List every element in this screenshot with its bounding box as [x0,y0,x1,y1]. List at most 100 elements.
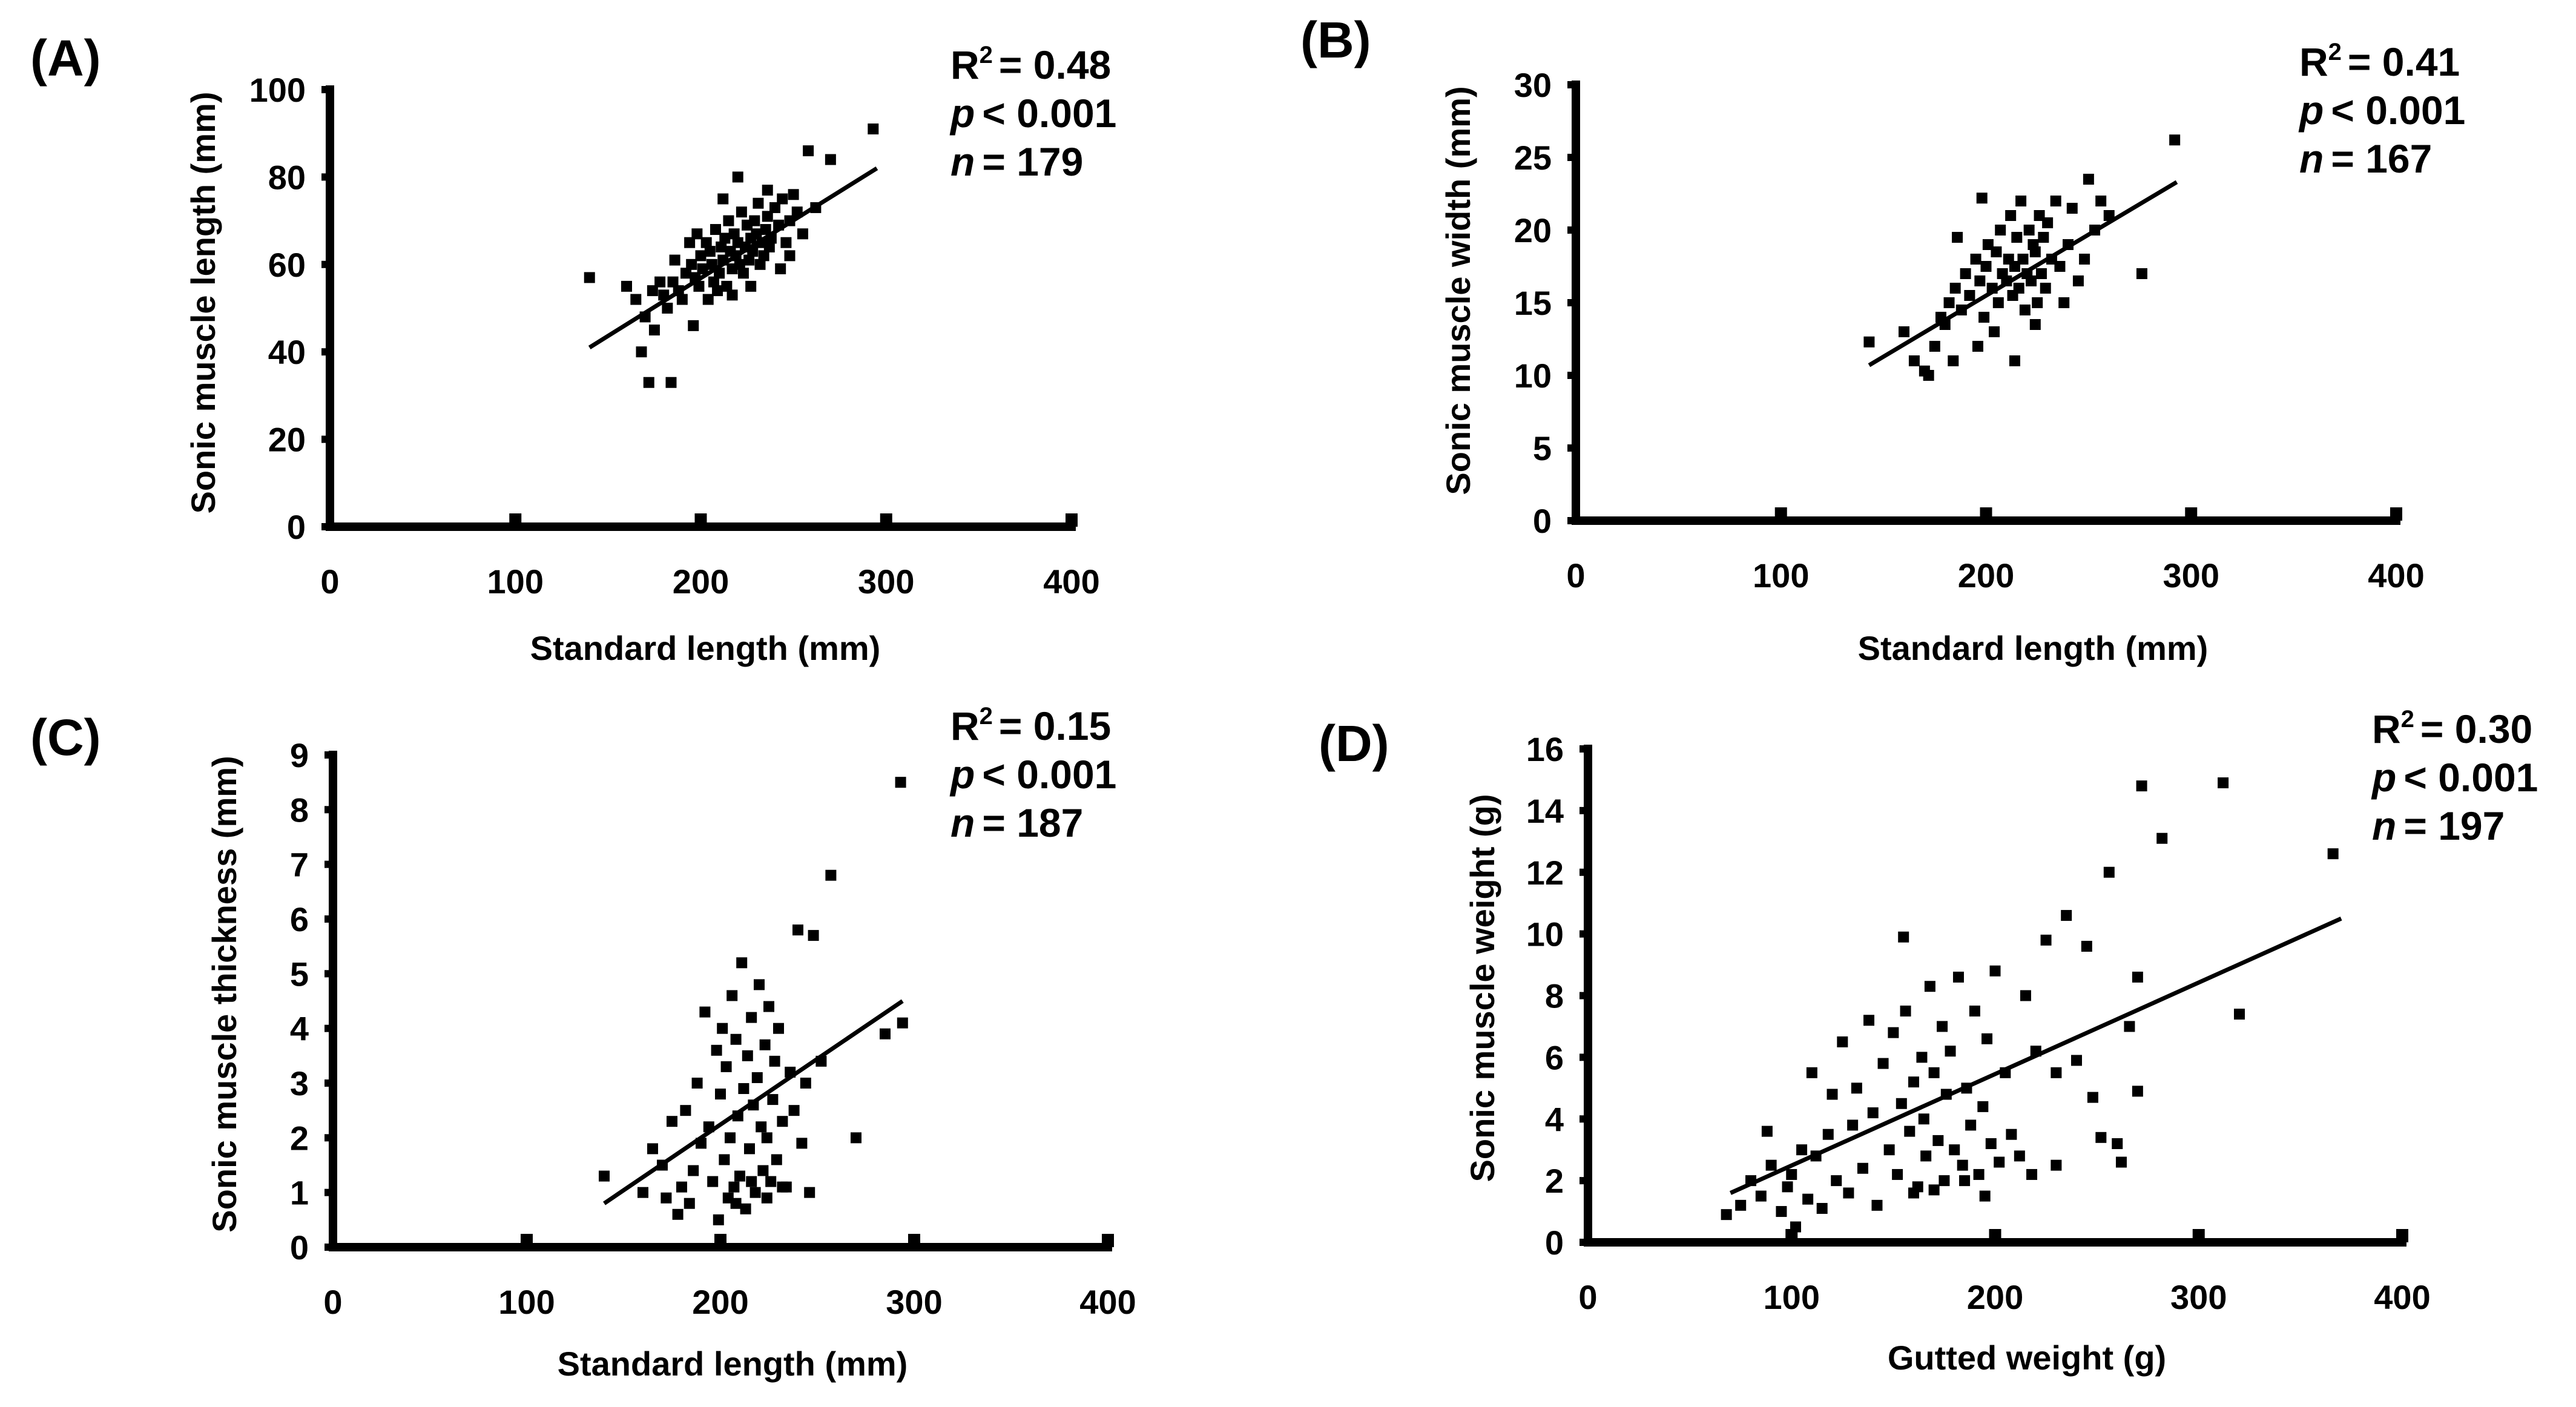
data-point [1960,268,1971,279]
p-symbol: p [949,752,975,797]
data-point [797,228,808,240]
p-value-text: p < 0.001 [2298,88,2465,133]
data-point [737,268,749,279]
data-point [777,1116,788,1127]
data-point [1994,1156,2005,1168]
data-point [1883,1144,1895,1156]
data-point [759,1039,771,1050]
x-tick-label: 200 [673,562,729,601]
data-point [2103,866,2115,878]
x-axis-label: Gutted weight (g) [1888,1339,2166,1377]
x-axis-label: Standard length (mm) [558,1345,908,1383]
data-point [1972,341,1983,352]
data-point [1765,1159,1777,1171]
x-tick-label: 200 [692,1283,748,1321]
data-point [749,215,760,226]
data-point [2083,174,2094,185]
x-tick-label: 0 [323,1283,342,1321]
data-point [788,189,799,200]
data-point [647,285,658,297]
data-point [699,1006,711,1018]
data-point [1857,1162,1868,1174]
x-tick-label: 100 [498,1283,555,1321]
x-tick-mark [1102,1234,1114,1247]
data-point [704,246,716,257]
data-point [749,1187,761,1198]
data-point [1761,1125,1773,1137]
y-tick-label: 6 [1545,1038,1564,1076]
data-point [1877,1058,1889,1069]
data-point [2042,217,2054,228]
data-point [1863,1015,1875,1026]
data-point [693,280,705,292]
data-point [2136,780,2147,792]
data-point [1904,1125,1916,1137]
y-tick-label: 7 [290,846,309,884]
data-point [1932,1135,1944,1146]
data-point [763,1001,774,1012]
y-tick-label: 10 [1526,915,1564,954]
data-point [1871,1199,1883,1211]
data-point [2132,1086,2143,1097]
data-point [584,272,595,283]
data-point [2071,1055,2082,1066]
data-point [1867,1107,1879,1119]
data-point [2327,848,2339,860]
r-squared-value: = 0.41 [2348,39,2460,84]
regression-line [588,166,878,349]
data-point [621,280,632,292]
data-point [691,1078,703,1089]
data-point [777,1181,788,1193]
x-tick-mark [509,513,522,527]
data-point [765,1176,777,1187]
x-tick-label: 100 [487,562,544,601]
data-point [719,232,731,244]
n-symbol: n [950,800,975,845]
data-point [2156,832,2168,844]
x-tick-label: 300 [2163,556,2219,595]
data-point [716,241,727,252]
data-point [2051,1067,2062,1078]
data-point [1899,326,1909,337]
data-point [753,197,764,209]
data-point [746,1012,757,1023]
data-point [717,1023,728,1034]
y-tick-label: 12 [1526,854,1564,892]
data-point [2009,355,2020,366]
data-point [636,346,647,358]
data-point [1985,1138,1997,1149]
p-value: < 0.001 [2331,88,2465,133]
y-tick-label: 6 [290,900,309,938]
data-point [1992,297,2004,308]
data-point [1978,312,1990,323]
data-point [744,1143,755,1155]
p-value-text: p < 0.001 [949,91,1116,136]
data-point [599,1170,610,1182]
data-point [1964,290,1975,301]
data-point [2020,990,2031,1001]
data-point [762,211,773,222]
data-point [1952,232,1963,243]
x-tick-mark [2390,507,2402,521]
y-tick-label: 5 [1533,429,1552,467]
x-tick-label: 400 [1043,562,1099,601]
p-value: < 0.001 [2403,755,2538,800]
data-point [2040,934,2052,946]
data-point [1863,336,1875,348]
r-squared-text: R2 = 0.30 [2372,706,2532,751]
data-point [1959,1175,1971,1187]
y-tick-label: 0 [287,508,306,546]
p-value: < 0.001 [982,91,1116,136]
x-tick-mark [714,1234,726,1247]
data-point [721,280,733,292]
n-value-text: n = 187 [950,800,1083,845]
data-point [736,206,747,218]
data-point [736,957,748,969]
data-point [2029,319,2041,330]
data-point [1982,239,1994,250]
data-point [1822,1129,1834,1140]
data-point [684,237,696,248]
data-point [762,185,773,196]
panel-label: (B) [1300,12,1371,68]
p-value: < 0.001 [982,752,1116,797]
